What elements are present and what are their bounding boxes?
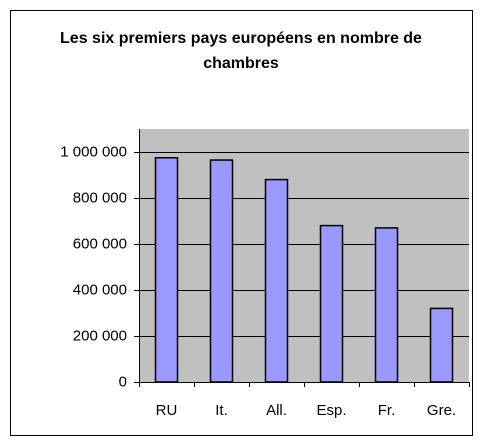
y-tick-label: 1 000 000: [60, 143, 127, 160]
y-tick-label: 0: [119, 373, 127, 390]
bar: [429, 307, 454, 383]
y-tick-label: 800 000: [73, 189, 127, 206]
bar: [319, 224, 344, 383]
x-tick-label: It.: [215, 402, 228, 419]
plot-area: [139, 129, 469, 382]
y-tick-label: 600 000: [73, 235, 127, 252]
x-tick-label: RU: [156, 402, 178, 419]
x-tick-label: Fr.: [378, 402, 396, 419]
bar: [209, 159, 234, 383]
y-tick-label: 400 000: [73, 281, 127, 298]
chart-title: Les six premiers pays européens en nombr…: [60, 30, 422, 72]
x-tick-label: Gre.: [427, 402, 456, 419]
y-tick-label: 200 000: [73, 327, 127, 344]
bar: [374, 227, 399, 383]
x-tick-label: All.: [266, 402, 287, 419]
bar: [154, 157, 179, 383]
bar: [264, 178, 289, 383]
x-tick-label: Esp.: [316, 402, 346, 419]
